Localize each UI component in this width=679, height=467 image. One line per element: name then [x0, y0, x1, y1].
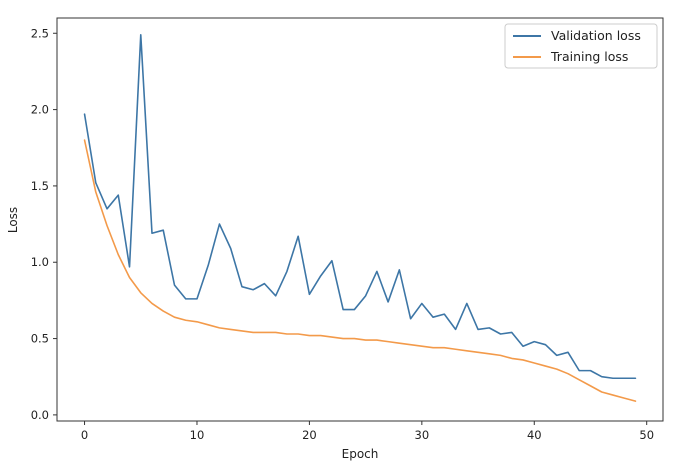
legend-label-training: Training loss [550, 49, 628, 64]
y-tick-label: 2.0 [31, 103, 49, 117]
legend: Validation loss Training loss [504, 23, 658, 69]
series-line-validation-loss [83, 33, 637, 380]
x-tick-label: 30 [415, 428, 430, 442]
legend-label-validation: Validation loss [551, 28, 641, 43]
y-tick-label: 1.0 [31, 255, 49, 269]
x-tick-label: 50 [639, 428, 654, 442]
x-tick-label: 10 [190, 428, 205, 442]
y-tick-label: 2.5 [31, 26, 49, 40]
series-line-training-loss [83, 139, 637, 402]
series-layer [83, 33, 637, 402]
y-axis-label: Loss [6, 207, 20, 233]
y-tick-label: 0.5 [31, 332, 49, 346]
y-tick-label: 0.0 [31, 408, 49, 422]
x-tick-label: 20 [302, 428, 317, 442]
x-axis: 0 10 20 30 40 50 [81, 421, 654, 442]
x-tick-label: 0 [81, 428, 88, 442]
plot-background [57, 18, 663, 421]
x-tick-label: 40 [527, 428, 542, 442]
plot-frame [56, 17, 664, 422]
y-axis: 0.0 0.5 1.0 1.5 2.0 2.5 [31, 26, 57, 422]
x-axis-label: Epoch [342, 447, 379, 461]
y-tick-label: 1.5 [31, 179, 49, 193]
legend-box [504, 23, 658, 69]
